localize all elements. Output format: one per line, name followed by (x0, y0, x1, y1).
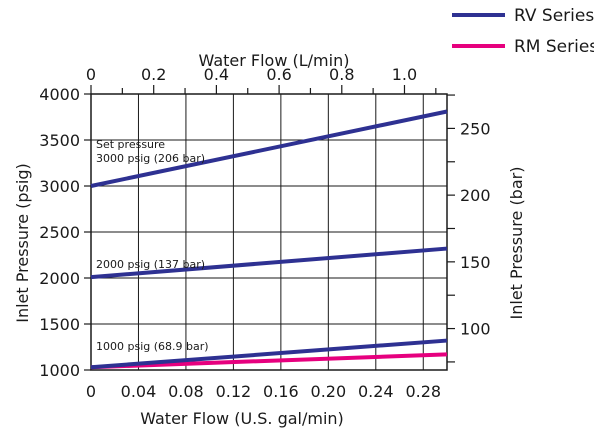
axis-ticks (84, 85, 455, 371)
series-line-rv-series-0 (90, 109, 448, 188)
bottom-tick-labels: 0 0.04 0.08 0.12 0.16 0.20 0.24 0.28 (86, 382, 441, 401)
y-left-tick-label: 3500 (39, 131, 80, 150)
x-bottom-tick-label: 0.28 (405, 382, 441, 401)
x-axis-top-title: Water Flow (L/min) (199, 51, 350, 70)
y-right-tick-label: 250 (460, 119, 491, 138)
series-line-rv-series-1 (90, 246, 448, 280)
y-right-tick-label: 150 (460, 253, 491, 272)
series-line-rv-series-2 (90, 338, 448, 370)
x-bottom-tick-label: 0 (86, 382, 96, 401)
y-left-tick-label: 2000 (39, 269, 80, 288)
y-left-tick-label: 2500 (39, 223, 80, 242)
legend-label-rv: RV Series (514, 6, 594, 26)
x-top-tick-label: 0.4 (204, 65, 229, 84)
annotation-set-pressure: Set pressure (96, 138, 165, 151)
x-top-tick-label: 1.0 (392, 65, 417, 84)
x-top-tick-label: 0.2 (141, 65, 166, 84)
grid (91, 94, 447, 370)
y-axis-right-title: Inlet Pressure (bar) (507, 167, 526, 320)
annotation-2000-psig: 2000 psig (137 bar) (96, 258, 205, 271)
x-bottom-tick-label: 0.04 (121, 382, 157, 401)
plot-frame (90, 93, 448, 371)
y-right-tick-label: 100 (460, 320, 491, 339)
x-bottom-tick-label: 0.08 (168, 382, 204, 401)
y-left-tick-label: 1500 (39, 315, 80, 334)
annotation-1000-psig: 1000 psig (68.9 bar) (96, 340, 209, 353)
series-line-rm-series-0 (90, 352, 448, 370)
x-bottom-tick-label: 0.24 (358, 382, 394, 401)
y-left-tick-label: 1000 (39, 361, 80, 380)
right-tick-labels: 100 150 200 250 (460, 119, 491, 338)
left-tick-labels: 1000 1500 2000 2500 3000 3500 4000 (39, 85, 80, 380)
x-axis-bottom-title: Water Flow (U.S. gal/min) (140, 409, 344, 428)
x-bottom-tick-label: 0.16 (263, 382, 299, 401)
legend: RV Series RM Series (452, 6, 594, 57)
x-top-tick-label: 0.6 (266, 65, 291, 84)
y-left-tick-label: 4000 (39, 85, 80, 104)
legend-label-rm: RM Series (514, 37, 594, 57)
annotation-3000-psig: 3000 psig (206 bar) (96, 152, 205, 165)
y-left-tick-label: 3000 (39, 177, 80, 196)
x-bottom-tick-label: 0.12 (216, 382, 252, 401)
y-axis-left-title: Inlet Pressure (psig) (13, 163, 32, 323)
x-bottom-tick-label: 0.20 (311, 382, 347, 401)
series-lines (90, 109, 448, 370)
top-tick-labels: 0 0.2 0.4 0.6 0.8 1.0 (86, 65, 417, 84)
y-right-tick-label: 200 (460, 186, 491, 205)
x-top-tick-label: 0 (86, 65, 96, 84)
x-top-tick-label: 0.8 (329, 65, 354, 84)
